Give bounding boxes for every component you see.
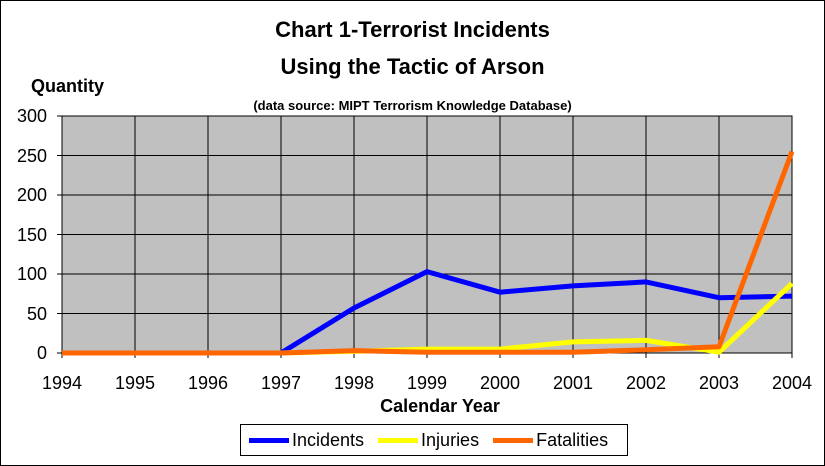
legend-item-injuries: Injuries <box>378 430 479 451</box>
legend-swatch-injuries <box>378 437 419 443</box>
x-tick-label: 1998 <box>333 373 375 393</box>
legend-item-incidents: Incidents <box>249 430 364 451</box>
y-tick-label: 250 <box>16 145 47 166</box>
x-tick-label: 1999 <box>406 373 448 393</box>
legend-item-fatalities: Fatalities <box>493 430 608 451</box>
legend-swatch-fatalities <box>493 437 534 443</box>
chart-title-line2: Using the Tactic of Arson <box>280 54 545 79</box>
legend: Incidents Injuries Fatalities <box>240 424 628 456</box>
y-tick-label: 100 <box>16 264 47 284</box>
x-tick-label: 1995 <box>114 373 156 393</box>
x-tick-label: 2000 <box>479 373 521 393</box>
x-tick-label: 1997 <box>260 373 302 393</box>
y-tick-label: 0 <box>36 343 47 363</box>
x-tick-label: 2002 <box>625 373 667 393</box>
y-tick-label: 150 <box>16 224 47 245</box>
x-tick-label: 1994 <box>41 373 83 393</box>
y-axis-label: Quantity <box>31 76 105 96</box>
x-axis-label: Calendar Year <box>380 396 500 416</box>
chart-subtitle: (data source: MIPT Terrorism Knowledge D… <box>253 98 572 113</box>
x-tick-label: 1996 <box>187 373 229 393</box>
legend-label-fatalities: Fatalities <box>536 429 609 450</box>
x-tick-label: 2001 <box>552 373 594 393</box>
y-tick-label: 50 <box>26 303 47 324</box>
series-line-fatalities <box>62 150 795 356</box>
x-tick-label: 2004 <box>771 373 813 393</box>
chart-title: Chart 1-Terrorist Incidents <box>275 17 550 42</box>
legend-label-injuries: Injuries <box>421 429 480 450</box>
y-tick-label: 200 <box>16 185 47 205</box>
x-tick-label: 2003 <box>698 373 740 393</box>
legend-swatch-incidents <box>249 437 289 443</box>
legend-label-incidents: Incidents <box>292 429 365 450</box>
y-tick-label: 300 <box>16 106 47 126</box>
